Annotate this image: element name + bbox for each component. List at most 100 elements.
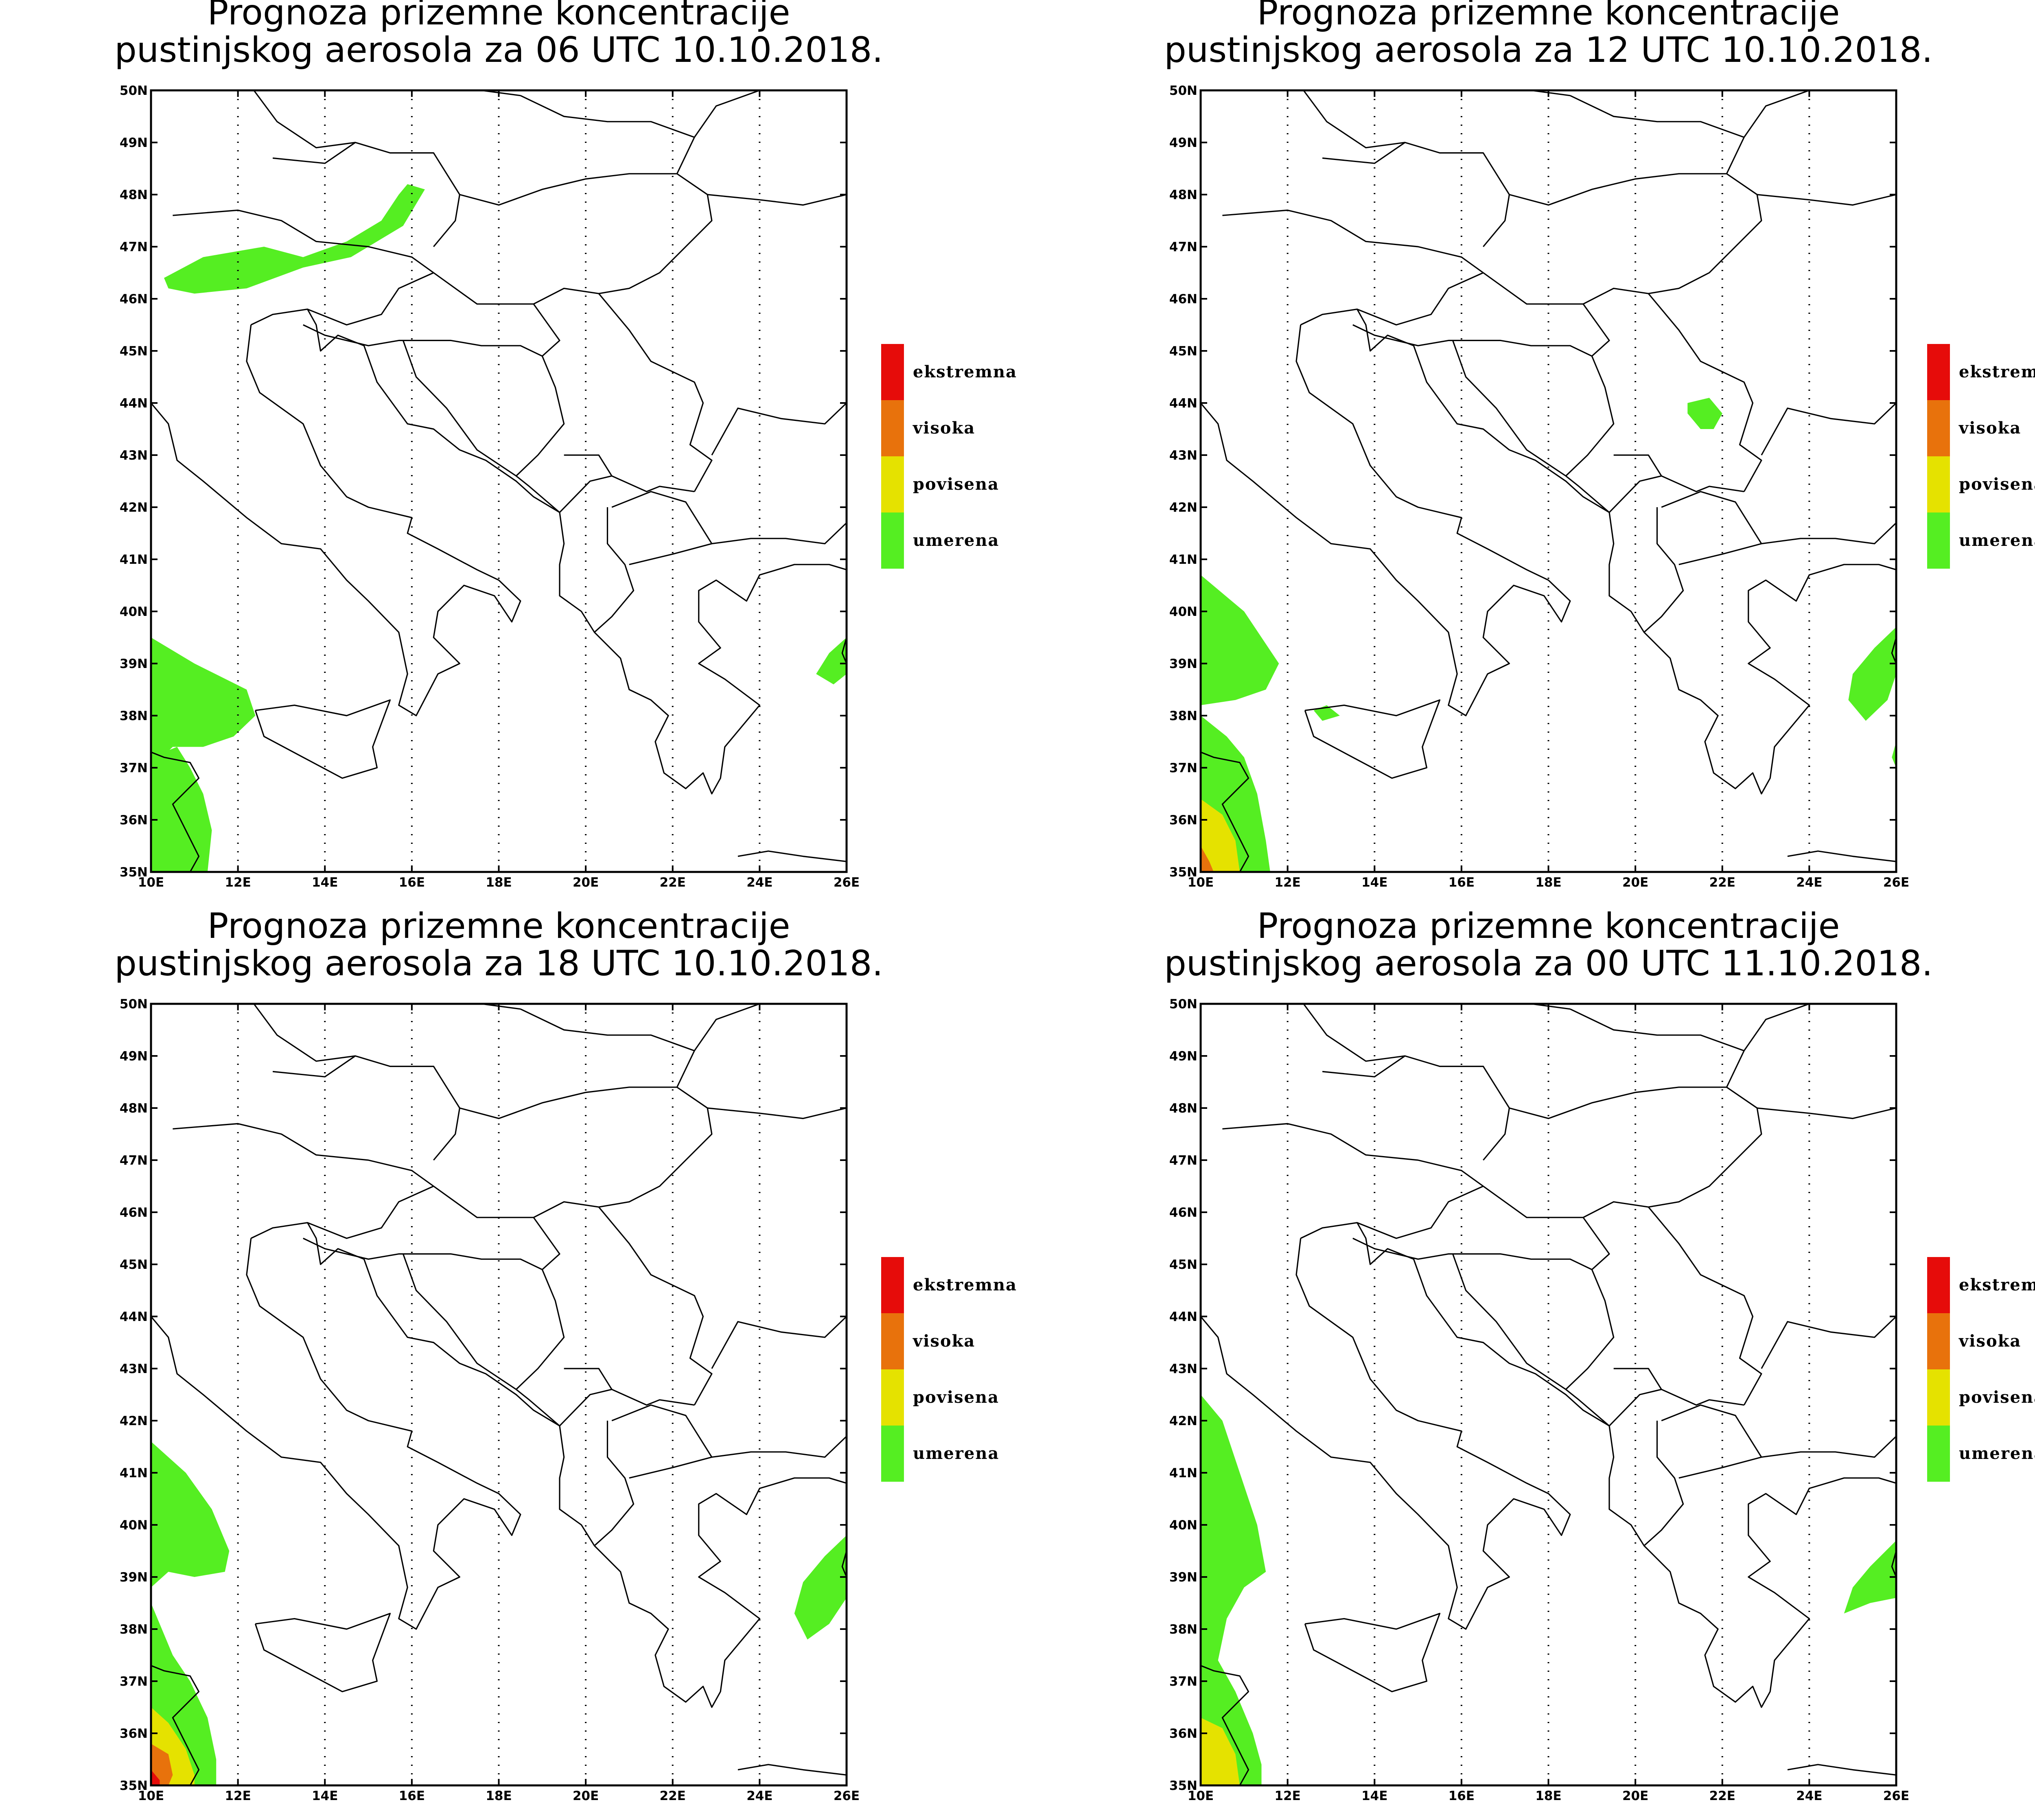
country-border: [1608, 1389, 1662, 1426]
lat-tick-label: 49N: [120, 1049, 148, 1064]
forecast-panel-p12: Prognoza prizemne koncentracijepustinjsk…: [1164, 0, 2035, 890]
country-border: [1526, 90, 1571, 96]
aerosol-area-umerena: [151, 1441, 230, 1588]
coastline: [254, 699, 391, 779]
lat-tick-label: 35N: [1169, 865, 1197, 880]
country-border: [611, 491, 713, 565]
lon-tick-label: 14E: [1361, 875, 1387, 890]
aerosol-area-umerena: [816, 637, 847, 685]
country-border: [711, 402, 847, 456]
lon-tick-label: 24E: [1796, 1789, 1822, 1803]
aerosol-area-visoka: [1201, 846, 1214, 872]
lon-tick-label: 18E: [486, 875, 512, 890]
country-border: [303, 1237, 543, 1270]
lat-tick-label: 41N: [1169, 1466, 1197, 1481]
aerosol-area-umerena: [164, 184, 425, 294]
lon-tick-label: 14E: [312, 875, 338, 890]
legend-swatch-ekstremna: [1927, 1257, 1950, 1313]
country-border: [533, 1217, 560, 1270]
country-border: [520, 95, 695, 138]
lon-tick-label: 16E: [1449, 875, 1475, 890]
coastline: [737, 1764, 847, 1776]
lat-tick-label: 41N: [1169, 552, 1197, 567]
lat-tick-label: 39N: [120, 657, 148, 671]
lat-tick-label: 47N: [120, 1153, 148, 1168]
lat-tick-label: 36N: [1169, 1726, 1197, 1741]
legend-swatch-visoka: [881, 1313, 904, 1369]
country-border: [303, 324, 543, 357]
country-border: [516, 1269, 565, 1390]
map-area: [1201, 90, 1896, 872]
country-border: [1726, 1004, 1810, 1088]
lat-tick-label: 45N: [120, 1257, 148, 1272]
coastline: [1201, 1238, 1571, 1630]
coastline: [1891, 637, 1896, 664]
legend-label-visoka: visoka: [912, 1332, 975, 1351]
lat-tick-label: 40N: [1169, 1518, 1197, 1533]
country-border: [516, 356, 565, 477]
lat-tick-label: 37N: [1169, 761, 1197, 775]
coastline: [251, 1222, 847, 1708]
aerosol-area-umerena: [1844, 1540, 1896, 1614]
lat-tick-label: 38N: [120, 1622, 148, 1637]
lat-tick-label: 47N: [1169, 1153, 1197, 1168]
country-border: [1648, 293, 1762, 492]
country-border: [272, 142, 460, 247]
lat-tick-label: 38N: [1169, 1622, 1197, 1637]
legend: ekstremna visoka povisena umerena: [1927, 344, 2035, 569]
legend-label-visoka: visoka: [912, 418, 975, 438]
legend-label-povisena: povisena: [913, 475, 999, 494]
lat-tick-label: 45N: [1169, 1257, 1197, 1272]
country-border: [1526, 1004, 1571, 1010]
lon-tick-label: 12E: [225, 1789, 251, 1803]
aerosol-area-umerena: [794, 1535, 847, 1640]
coastline: [841, 1551, 847, 1577]
legend-swatch-visoka: [1927, 1313, 1950, 1369]
lat-tick-label: 42N: [120, 1414, 148, 1428]
lat-tick-label: 36N: [120, 1726, 148, 1741]
aerosol-area-umerena: [1201, 1395, 1266, 1785]
lat-tick-label: 42N: [120, 500, 148, 515]
country-border: [676, 1004, 760, 1088]
country-border: [1761, 1316, 1896, 1369]
country-border: [594, 507, 635, 633]
country-border: [307, 272, 434, 326]
lon-tick-label: 10E: [1188, 1789, 1214, 1803]
map-frame: [1199, 1003, 1897, 1787]
lat-tick-label: 47N: [1169, 240, 1197, 254]
aerosol-area-povisena: [1201, 799, 1240, 872]
country-border: [1483, 1086, 1762, 1218]
lat-tick-label: 43N: [1169, 448, 1197, 463]
country-border: [1570, 1008, 1744, 1051]
panel-title-line1: Prognoza prizemne koncentracije: [207, 906, 790, 946]
legend-label-ekstremna: ekstremna: [913, 1275, 1017, 1294]
lon-tick-label: 20E: [573, 875, 599, 890]
forecast-panel-p06: Prognoza prizemne koncentracijepustinjsk…: [114, 0, 1016, 890]
legend: ekstremna visoka povisena umerena: [881, 1257, 1017, 1482]
country-border: [594, 1421, 635, 1546]
map-frame: [1199, 89, 1897, 873]
country-border: [477, 1004, 521, 1010]
country-border: [1757, 194, 1896, 206]
lat-tick-label: 37N: [1169, 1674, 1197, 1689]
country-border: [516, 1389, 560, 1427]
lat-tick-label: 49N: [1169, 1049, 1197, 1064]
map-area: [151, 90, 847, 872]
lon-tick-label: 16E: [1449, 1789, 1475, 1803]
panel-title-line2: pustinjskog aerosola za 06 UTC 10.10.201…: [114, 30, 883, 70]
lon-tick-label: 16E: [399, 875, 425, 890]
country-border: [1726, 90, 1810, 174]
legend-label-povisena: povisena: [1959, 1388, 2035, 1407]
country-border: [1222, 209, 1484, 274]
country-border: [253, 90, 356, 149]
lon-tick-label: 26E: [834, 1789, 860, 1803]
legend: ekstremna visoka povisena umerena: [881, 344, 1016, 569]
legend-swatch-povisena: [881, 456, 904, 512]
country-border: [173, 1123, 434, 1187]
legend-label-umerena: umerena: [1959, 531, 2035, 550]
lat-tick-label: 43N: [120, 448, 148, 463]
map-area: [151, 1004, 847, 1785]
lon-tick-label: 18E: [1535, 875, 1561, 890]
lat-tick-label: 41N: [120, 1466, 148, 1481]
